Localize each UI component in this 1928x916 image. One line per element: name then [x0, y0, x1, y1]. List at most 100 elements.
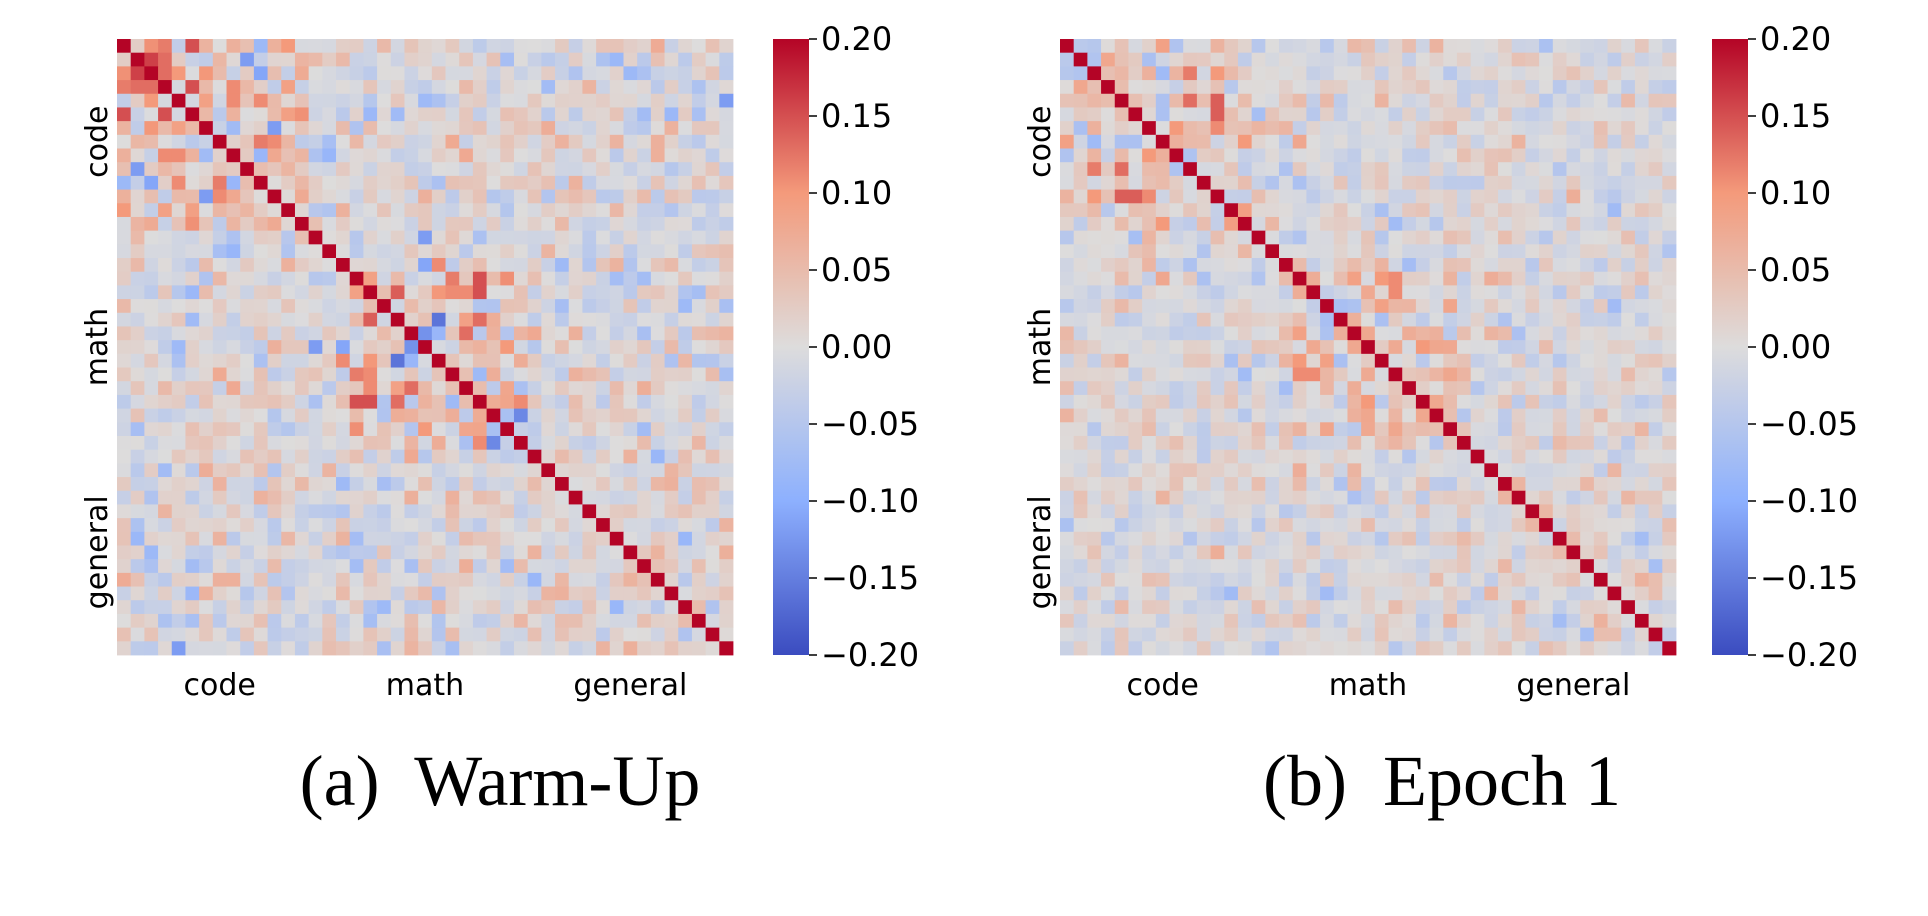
- heatmap-cell: [486, 559, 501, 574]
- heatmap-cell: [1415, 518, 1430, 533]
- heatmap-cell: [582, 545, 597, 560]
- heatmap-cell: [1552, 258, 1567, 273]
- heatmap-cell: [1347, 353, 1362, 368]
- heatmap-cell: [322, 586, 337, 601]
- heatmap-cell: [1593, 340, 1608, 355]
- heatmap-cell: [1142, 435, 1157, 451]
- heatmap-cell: [1224, 572, 1239, 587]
- heatmap-cell: [1347, 627, 1362, 642]
- heatmap-cell: [691, 545, 707, 560]
- heatmap-cell: [1374, 93, 1389, 108]
- heatmap-cell: [664, 39, 679, 54]
- heatmap-cell: [171, 271, 186, 286]
- heatmap-cell: [637, 66, 652, 81]
- heatmap-cell: [253, 586, 268, 601]
- heatmap-cell: [691, 627, 707, 642]
- heatmap-cell: [513, 504, 529, 519]
- heatmap-cell: [486, 627, 501, 642]
- heatmap-cell: [1114, 518, 1129, 533]
- heatmap-cell: [555, 326, 570, 341]
- heatmap-cell: [1662, 107, 1677, 122]
- heatmap-cell: [253, 381, 268, 396]
- heatmap-cell: [1648, 422, 1663, 437]
- heatmap-cell: [404, 613, 419, 629]
- heatmap-cell: [1361, 66, 1376, 81]
- heatmap-cell: [513, 367, 529, 382]
- heatmap-cell: [363, 175, 378, 190]
- heatmap-cell: [212, 435, 227, 451]
- heatmap-cell: [1114, 258, 1129, 273]
- heatmap-cell: [1265, 230, 1280, 245]
- heatmap-cell: [418, 353, 433, 368]
- heatmap-cell: [294, 381, 310, 396]
- heatmap-cell: [390, 66, 405, 81]
- heatmap-cell: [1128, 586, 1143, 601]
- heatmap-cell: [472, 326, 487, 341]
- heatmap-cell: [1279, 572, 1294, 587]
- heatmap-cell: [1429, 490, 1444, 505]
- heatmap-cell: [1155, 66, 1170, 81]
- heatmap-cell: [158, 175, 173, 190]
- heatmap-cell: [349, 353, 364, 368]
- heatmap-cell: [1484, 312, 1499, 327]
- heatmap-cell: [1593, 381, 1608, 396]
- heatmap-cell: [1087, 162, 1102, 177]
- heatmap-cell: [322, 203, 337, 218]
- heatmap-cell: [582, 66, 597, 81]
- heatmap-cell: [1525, 477, 1540, 492]
- heatmap-cell: [404, 66, 419, 81]
- heatmap-cell: [582, 477, 597, 492]
- heatmap-cell: [1306, 162, 1321, 177]
- heatmap-cell: [253, 93, 268, 108]
- heatmap-cell: [322, 340, 337, 355]
- heatmap-cell: [1388, 80, 1403, 95]
- heatmap-cell: [1498, 107, 1513, 122]
- heatmap-cell: [1415, 600, 1430, 615]
- heatmap-cell: [1498, 477, 1513, 492]
- heatmap-cell: [1333, 586, 1348, 601]
- heatmap-cell: [1415, 271, 1430, 286]
- heatmap-cell: [1320, 39, 1335, 54]
- heatmap-cell: [623, 216, 638, 232]
- heatmap-cell: [1593, 531, 1608, 546]
- heatmap-cell: [404, 422, 419, 437]
- heatmap-cell: [158, 93, 173, 108]
- heatmap-cell: [1114, 490, 1129, 505]
- heatmap-cell: [418, 148, 433, 163]
- heatmap-cell: [1169, 367, 1184, 382]
- heatmap-cell: [637, 203, 652, 218]
- heatmap-cell: [1073, 299, 1088, 314]
- heatmap-cell: [513, 586, 529, 601]
- heatmap-cell: [1251, 230, 1266, 245]
- heatmap-cell: [596, 422, 611, 437]
- heatmap-cell: [1607, 312, 1622, 327]
- heatmap-cell: [1593, 285, 1608, 300]
- heatmap-cell: [1456, 518, 1472, 533]
- heatmap-cell: [1415, 381, 1430, 396]
- heatmap-cell: [1101, 586, 1116, 601]
- heatmap-cell: [705, 93, 720, 108]
- heatmap-cell: [1415, 203, 1430, 218]
- heatmap-cell: [1511, 381, 1526, 396]
- heatmap-cell: [226, 490, 241, 505]
- heatmap-cell: [459, 121, 474, 136]
- heatmap-cell: [582, 107, 597, 122]
- heatmap-cell: [1306, 449, 1321, 464]
- heatmap-cell: [459, 353, 474, 368]
- heatmap-cell: [1292, 586, 1307, 601]
- heatmap-cell: [596, 367, 611, 382]
- heatmap-cell: [623, 134, 638, 149]
- heatmap-cell: [1621, 422, 1636, 437]
- heatmap-cell: [404, 107, 419, 122]
- heatmap-cell: [1128, 559, 1143, 574]
- heatmap-cell: [1265, 80, 1280, 95]
- heatmap-cell: [158, 244, 173, 259]
- heatmap-cell: [500, 490, 515, 505]
- heatmap-cell: [555, 271, 570, 286]
- heatmap-cell: [541, 312, 556, 327]
- heatmap-cell: [1498, 627, 1513, 642]
- heatmap-cell: [1333, 285, 1348, 300]
- heatmap-cell: [1648, 394, 1663, 409]
- heatmap-cell: [445, 80, 460, 95]
- heatmap-cell: [582, 518, 597, 533]
